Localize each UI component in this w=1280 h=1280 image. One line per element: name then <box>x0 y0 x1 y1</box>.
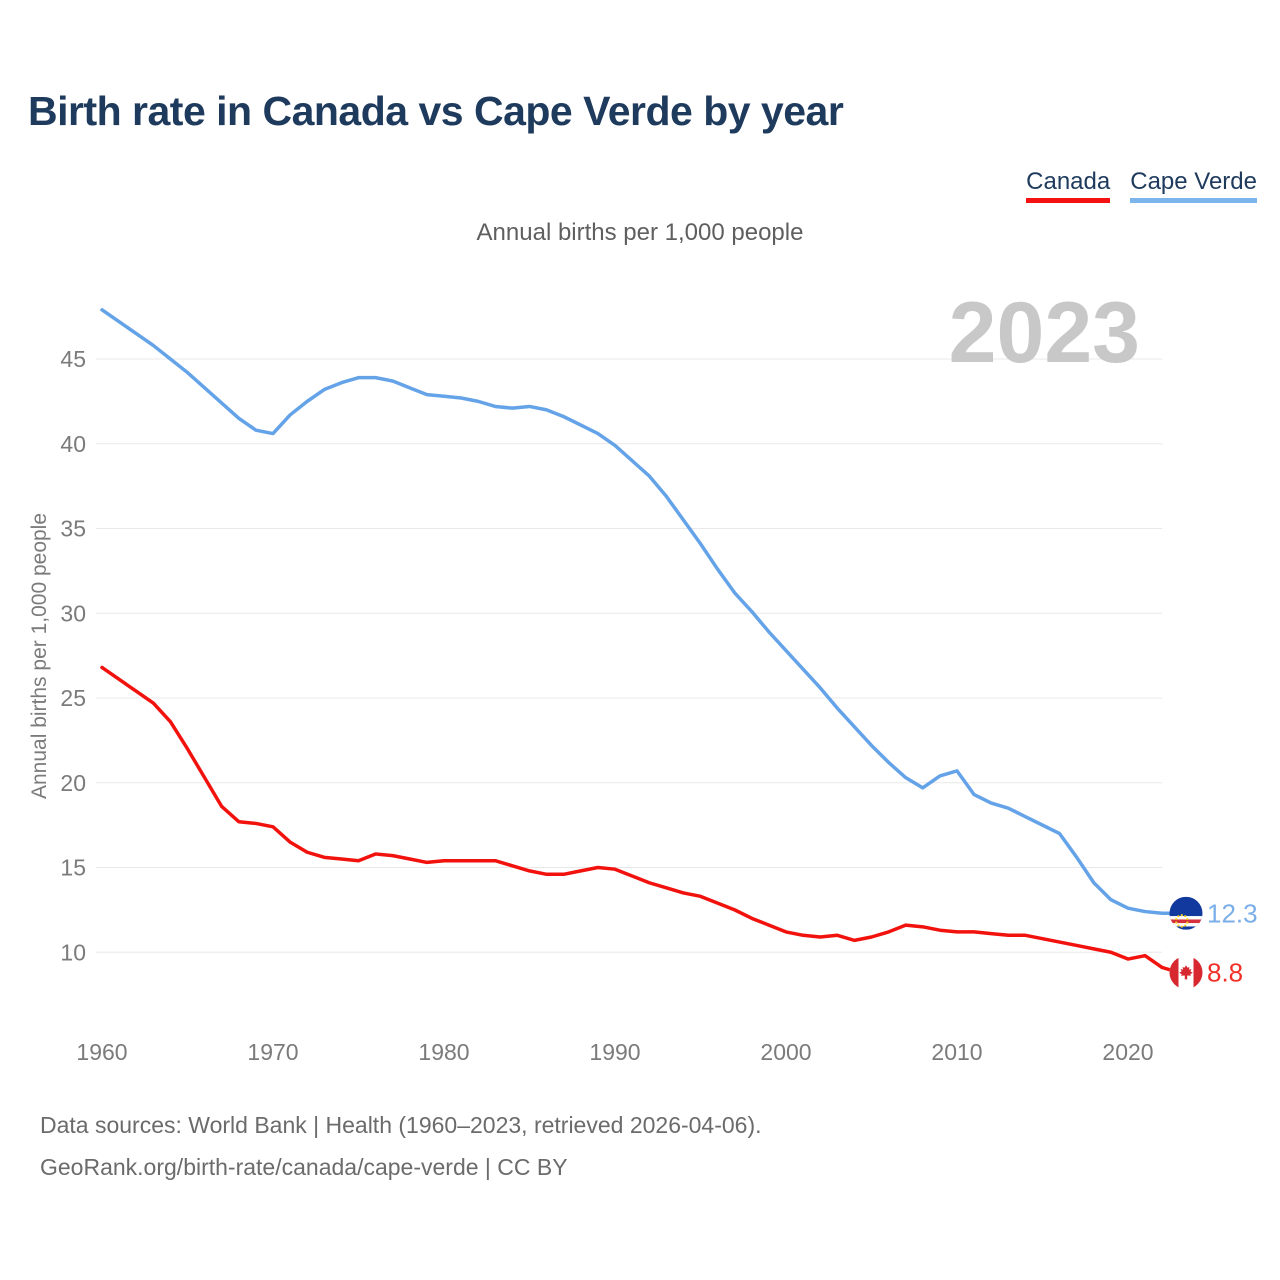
y-tick-label: 15 <box>60 855 86 881</box>
y-tick-label: 20 <box>60 770 86 796</box>
end-value-cape-verde: 12.3 <box>1207 898 1258 928</box>
chart-subtitle: Annual births per 1,000 people <box>476 219 804 246</box>
series-line-cape-verde <box>100 308 1182 916</box>
x-tick-label: 2000 <box>760 1039 811 1065</box>
y-tick-label: 10 <box>60 939 86 965</box>
series-line-canada <box>100 665 1182 975</box>
x-tick-label: 1980 <box>418 1039 469 1065</box>
cape-verde-flag-icon <box>1169 896 1203 930</box>
canada-flag-icon <box>1169 956 1203 990</box>
footer-sources: Data sources: World Bank | Health (1960–… <box>40 1112 762 1138</box>
x-tick-label: 2010 <box>931 1039 982 1065</box>
y-tick-label: 45 <box>60 346 86 372</box>
x-tick-label: 1970 <box>247 1039 298 1065</box>
line-chart: 10 15 20 25 30 35 40 45 Annual births per 1,000 … <box>28 285 1258 1065</box>
watermark-year: 2023 <box>949 285 1140 381</box>
chart-title: Birth rate in Canada vs Cape Verde by ye… <box>28 88 844 134</box>
end-value-canada: 8.8 <box>1207 958 1243 988</box>
footer: Data sources: World Bank | Health (1960–… <box>40 1104 762 1188</box>
y-tick-label: 25 <box>60 685 86 711</box>
legend: Canada Cape Verde <box>1026 168 1257 204</box>
y-tick-label: 35 <box>60 516 86 542</box>
x-tick-label: 1990 <box>589 1039 640 1065</box>
x-tick-label: 2020 <box>1102 1039 1153 1065</box>
legend-item-canada[interactable]: Canada <box>1026 168 1111 204</box>
legend-item-cape-verde[interactable]: Cape Verde <box>1130 168 1257 204</box>
y-axis-title: Annual births per 1,000 people <box>28 513 51 799</box>
footer-attribution: GeoRank.org/birth-rate/canada/cape-verde… <box>40 1154 568 1180</box>
y-tick-label: 40 <box>60 431 86 457</box>
x-tick-label: 1960 <box>76 1039 127 1065</box>
y-tick-label: 30 <box>60 600 86 626</box>
